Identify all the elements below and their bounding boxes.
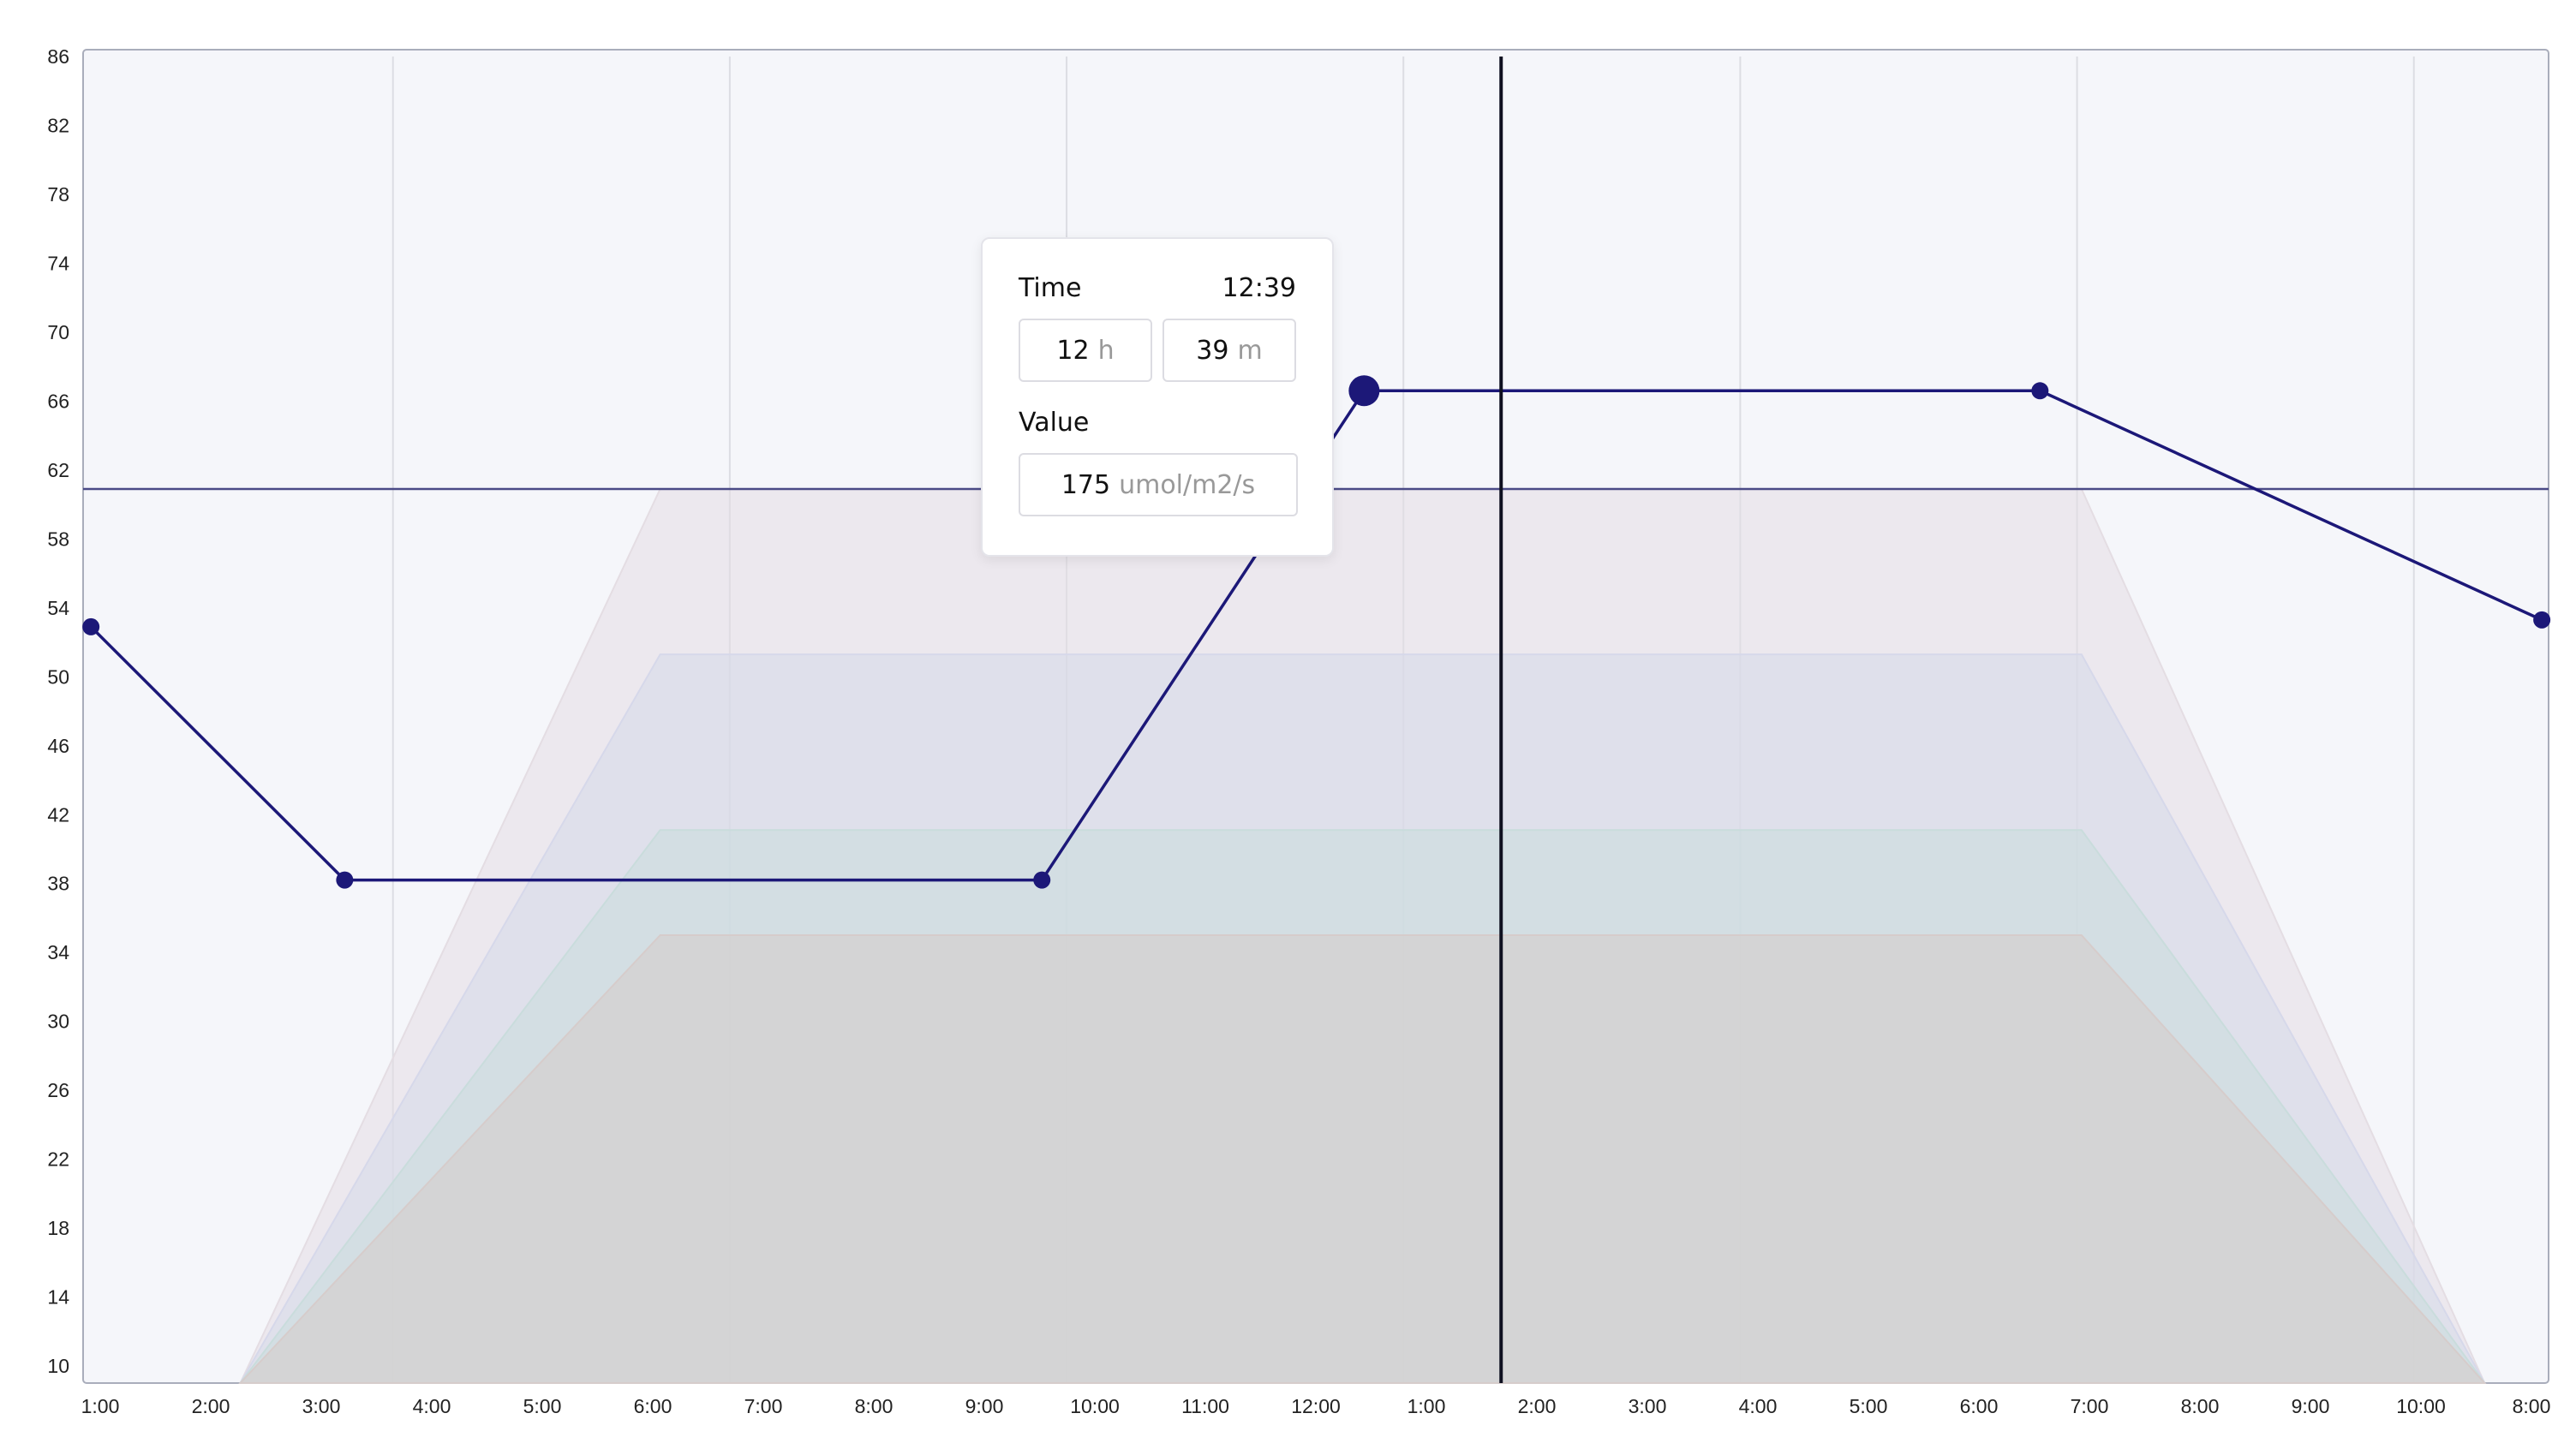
y-tick-label: 34	[47, 941, 69, 963]
minutes: 39	[1196, 335, 1229, 366]
value: 175	[1061, 469, 1111, 500]
x-tick-label: 7:00	[2071, 1395, 2109, 1417]
data-point	[2533, 611, 2551, 629]
y-tick-label: 54	[47, 597, 69, 619]
minutes-input[interactable]: 39 m	[1162, 319, 1296, 382]
data-point	[2031, 382, 2049, 400]
y-tick-label: 14	[47, 1286, 69, 1309]
y-tick-label: 38	[47, 873, 69, 895]
y-tick-label: 30	[47, 1011, 69, 1033]
y-tick-label: 22	[47, 1148, 69, 1171]
value-input[interactable]: 175 umol/m2/s	[1019, 453, 1298, 516]
y-tick-label: 18	[47, 1217, 69, 1239]
x-tick-label: 2:00	[1518, 1395, 1557, 1417]
x-tick-label: 4:00	[413, 1395, 451, 1417]
area	[238, 933, 2487, 1384]
hours: 12	[1056, 335, 1090, 366]
x-tick-label: 9:00	[2292, 1395, 2330, 1417]
data-point	[336, 871, 354, 889]
x-tick-label: 11:00	[1181, 1395, 1229, 1417]
y-tick-label: 74	[47, 253, 69, 275]
y-tick-label: 82	[47, 115, 69, 137]
y-tick-label: 86	[47, 45, 69, 68]
hours-unit: h	[1097, 335, 1115, 366]
x-tick-label: 10:00	[1070, 1395, 1120, 1417]
minutes-unit: m	[1237, 335, 1263, 366]
x-tick-label: 9:00	[965, 1395, 1004, 1417]
y-tick-label: 70	[47, 321, 69, 343]
x-tick-label: 1:00	[81, 1395, 120, 1417]
x-tick-label: 6:00	[1960, 1395, 1999, 1417]
y-tick-label: 42	[47, 803, 69, 826]
x-tick-label: 8:00	[2181, 1395, 2220, 1417]
data-point	[82, 617, 100, 635]
x-tick-label: 4:00	[1739, 1395, 1778, 1417]
x-tick-label: 6:00	[634, 1395, 672, 1417]
x-tick-label: 3:00	[1629, 1395, 1667, 1417]
x-tick-label: 7:00	[744, 1395, 783, 1417]
value-unit: umol/m2/s	[1119, 469, 1256, 500]
x-tick-label: 8:00	[2513, 1395, 2551, 1417]
y-tick-label: 26	[47, 1079, 69, 1101]
x-tick-label: 5:00	[1850, 1395, 1888, 1417]
x-tick-label: 3:00	[302, 1395, 341, 1417]
y-tick-label: 50	[47, 665, 69, 688]
data-point	[1348, 375, 1380, 407]
time-label: Time	[1019, 273, 1082, 303]
y-tick-label: 62	[47, 459, 69, 481]
tooltip: Time 12:39 12 h 39 m Value 175 umol/m2/s	[981, 237, 1334, 557]
y-tick-label: 66	[47, 390, 69, 412]
time-value: 12:39	[1222, 273, 1296, 303]
x-tick-label: 1:00	[1408, 1395, 1446, 1417]
y-tick-label: 58	[47, 528, 69, 550]
hours-input[interactable]: 12 h	[1019, 319, 1152, 382]
x-tick-label: 12:00	[1291, 1395, 1341, 1417]
x-tick-label: 8:00	[855, 1395, 894, 1417]
series-line	[89, 389, 2543, 882]
data-point	[1033, 871, 1051, 889]
y-tick-label: 10	[47, 1355, 69, 1377]
x-tick-label: 2:00	[192, 1395, 230, 1417]
x-tick-label: 10:00	[2396, 1395, 2446, 1417]
value-label: Value	[1019, 408, 1090, 438]
y-tick-label: 78	[47, 183, 69, 206]
x-tick-label: 5:00	[523, 1395, 562, 1417]
y-tick-label: 46	[47, 735, 69, 757]
